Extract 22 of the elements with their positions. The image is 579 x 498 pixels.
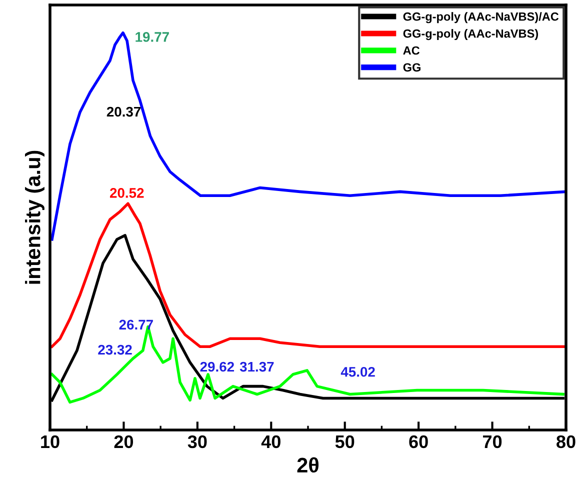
x-tick-label: 80	[556, 435, 576, 448]
y-axis-title: intensity (a.u)	[25, 150, 44, 284]
annotation: 31.37	[240, 362, 274, 372]
annotation: 23.32	[98, 344, 132, 355]
x-tick-label: 50	[335, 435, 354, 448]
legend-label: GG-g-poly (AAc-NaVBS)	[403, 29, 538, 40]
annotation: 29.62	[200, 362, 234, 372]
x-tick-label: 30	[188, 435, 207, 448]
annotation: 19.77	[136, 32, 169, 42]
x-tick-label: 60	[409, 435, 428, 448]
legend-label: GG	[403, 63, 420, 72]
annotation: 20.37	[106, 106, 141, 117]
annotation: 45.02	[340, 366, 375, 377]
x-tick-label: 40	[261, 435, 280, 448]
annotation: 26.77	[119, 320, 153, 330]
legend-label: GG-g-poly (AAc-NaVBS)/AC	[403, 12, 559, 24]
x-axis-title: 2θ	[297, 457, 319, 473]
x-tick-label: 20	[114, 435, 134, 448]
x-tick-label: 10	[41, 435, 60, 448]
annotation: 20.52	[110, 188, 144, 198]
x-tick-label: 70	[483, 435, 502, 448]
legend-label: AC	[403, 46, 420, 55]
